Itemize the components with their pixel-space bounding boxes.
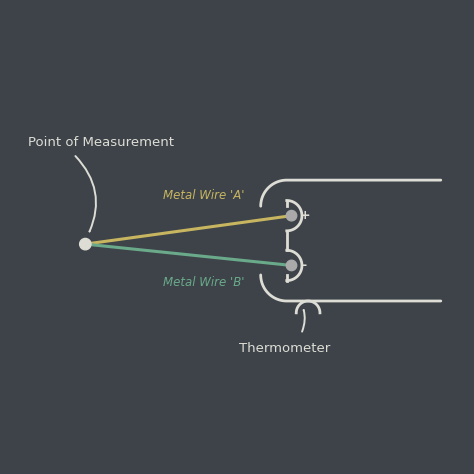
Circle shape	[286, 260, 297, 271]
Text: +: +	[300, 209, 310, 222]
Text: Metal Wire 'A': Metal Wire 'A'	[163, 190, 245, 202]
FancyArrowPatch shape	[302, 310, 305, 332]
Text: Thermometer: Thermometer	[239, 342, 330, 355]
Text: –: –	[300, 259, 306, 272]
FancyArrowPatch shape	[75, 156, 96, 231]
Text: Point of Measurement: Point of Measurement	[28, 136, 174, 149]
Text: Metal Wire 'B': Metal Wire 'B'	[163, 276, 245, 289]
Circle shape	[80, 238, 91, 250]
Circle shape	[286, 210, 297, 221]
